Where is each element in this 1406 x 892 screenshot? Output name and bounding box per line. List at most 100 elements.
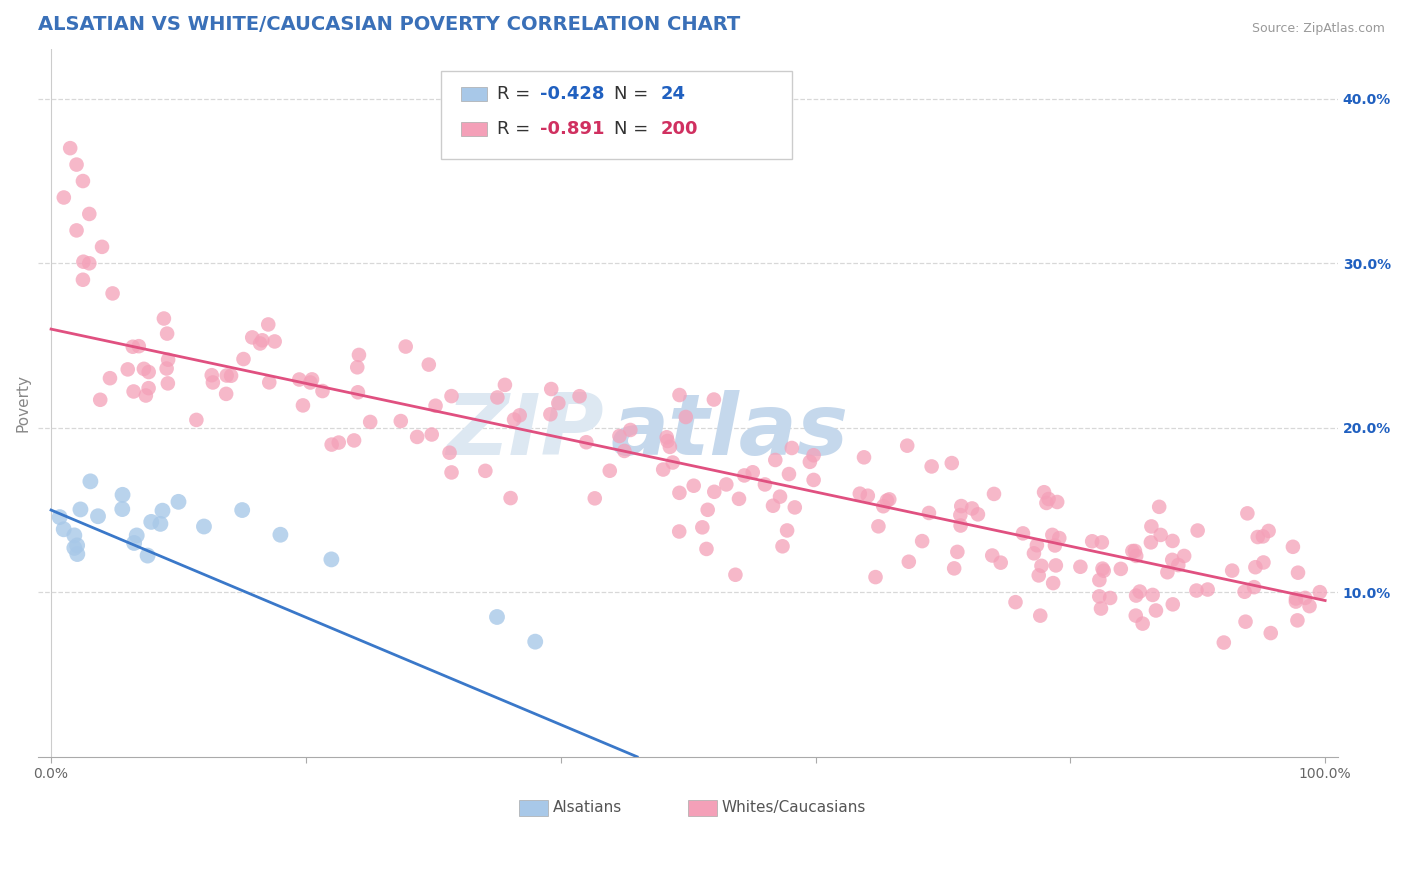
Point bbox=[440, 466, 463, 480]
Point bbox=[918, 506, 941, 520]
Point bbox=[1043, 539, 1066, 553]
Point bbox=[425, 399, 447, 413]
Text: Alsatians: Alsatians bbox=[553, 800, 623, 815]
Point bbox=[1042, 576, 1064, 591]
Point bbox=[1047, 531, 1070, 545]
Point bbox=[259, 376, 281, 390]
Point bbox=[1286, 566, 1309, 580]
Point bbox=[1244, 560, 1267, 574]
Point bbox=[101, 286, 124, 301]
Point bbox=[1149, 528, 1171, 542]
Point bbox=[1234, 615, 1257, 629]
Point bbox=[263, 334, 285, 349]
Point bbox=[1090, 601, 1112, 615]
Text: N =: N = bbox=[614, 120, 654, 138]
Point bbox=[675, 409, 697, 424]
Point bbox=[347, 348, 370, 362]
Point bbox=[201, 376, 224, 390]
Point bbox=[897, 555, 920, 569]
Point bbox=[692, 520, 714, 534]
Point bbox=[111, 502, 134, 516]
Point bbox=[343, 434, 366, 448]
Point bbox=[661, 456, 683, 470]
FancyBboxPatch shape bbox=[441, 70, 792, 159]
Point bbox=[950, 499, 973, 513]
Point bbox=[63, 528, 86, 542]
Point bbox=[219, 368, 242, 383]
Point bbox=[79, 475, 101, 489]
Point bbox=[1031, 558, 1053, 573]
Point bbox=[1081, 534, 1104, 549]
Point bbox=[716, 477, 738, 491]
Point bbox=[1140, 535, 1163, 549]
Point bbox=[1125, 549, 1147, 563]
Point bbox=[167, 495, 190, 509]
Point bbox=[733, 468, 755, 483]
Point bbox=[1035, 496, 1057, 510]
Point bbox=[1309, 585, 1331, 599]
Point bbox=[949, 508, 972, 522]
Point bbox=[652, 462, 675, 476]
Point bbox=[1129, 584, 1152, 599]
Point bbox=[346, 360, 368, 375]
Point bbox=[128, 339, 150, 353]
Point bbox=[269, 527, 291, 541]
Point bbox=[783, 500, 806, 515]
Point bbox=[1285, 594, 1308, 608]
Point bbox=[803, 448, 825, 462]
Point bbox=[1121, 544, 1143, 558]
Point bbox=[1046, 495, 1069, 509]
Point bbox=[201, 368, 224, 383]
Point bbox=[138, 381, 160, 395]
Point bbox=[135, 388, 157, 402]
Text: -0.891: -0.891 bbox=[540, 120, 605, 138]
Point bbox=[232, 352, 254, 367]
Point bbox=[156, 361, 179, 376]
Point bbox=[389, 414, 412, 428]
Point bbox=[799, 455, 821, 469]
Point bbox=[406, 430, 429, 444]
Point bbox=[1123, 544, 1146, 558]
Point bbox=[780, 441, 803, 455]
Point bbox=[769, 490, 792, 504]
Point bbox=[499, 491, 522, 505]
Point bbox=[1156, 566, 1178, 580]
Point bbox=[111, 488, 134, 502]
Point bbox=[252, 334, 274, 348]
Point bbox=[1285, 591, 1308, 606]
Point bbox=[877, 492, 900, 507]
Point bbox=[724, 567, 747, 582]
Point bbox=[311, 384, 333, 398]
Point bbox=[778, 467, 800, 481]
Point bbox=[1243, 580, 1265, 594]
Point bbox=[1025, 538, 1047, 552]
Point bbox=[439, 446, 461, 460]
Point bbox=[1022, 546, 1045, 560]
Point bbox=[1029, 608, 1052, 623]
Point bbox=[231, 503, 253, 517]
FancyBboxPatch shape bbox=[461, 87, 486, 101]
Point bbox=[440, 389, 463, 403]
Point bbox=[703, 484, 725, 499]
Point bbox=[420, 427, 443, 442]
Point bbox=[540, 382, 562, 396]
Point bbox=[1028, 568, 1050, 582]
Text: 24: 24 bbox=[661, 85, 686, 103]
Point bbox=[503, 412, 526, 426]
Point bbox=[1125, 589, 1147, 603]
Point bbox=[1091, 561, 1114, 575]
Point bbox=[79, 256, 101, 270]
Point bbox=[1282, 540, 1305, 554]
Point bbox=[65, 158, 87, 172]
Point bbox=[613, 444, 636, 458]
Point bbox=[583, 491, 606, 506]
Point bbox=[853, 450, 876, 465]
Point bbox=[359, 415, 381, 429]
Point bbox=[52, 522, 75, 536]
Point bbox=[967, 508, 990, 522]
Point bbox=[1260, 626, 1282, 640]
Point bbox=[69, 502, 91, 516]
Point bbox=[772, 539, 794, 553]
Point bbox=[72, 174, 94, 188]
Point bbox=[949, 518, 972, 533]
